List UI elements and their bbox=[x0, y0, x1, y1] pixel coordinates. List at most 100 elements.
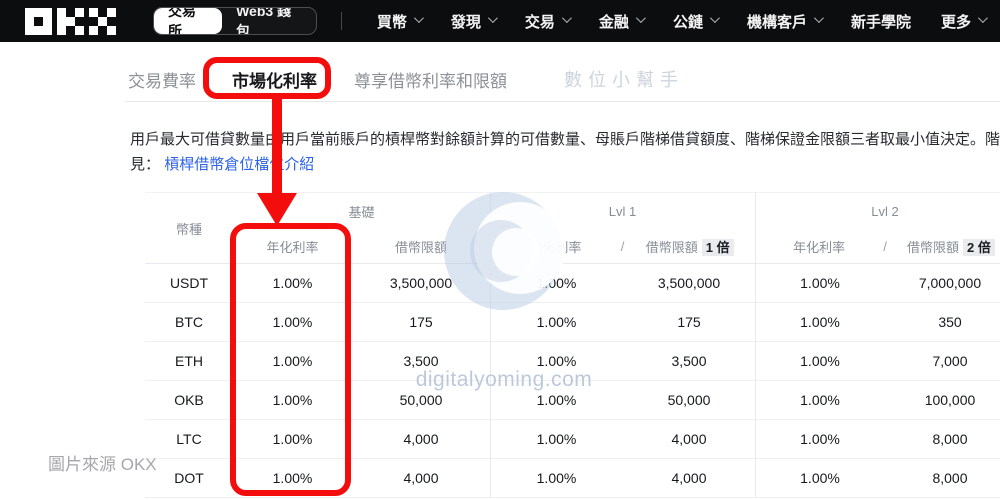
cell-base-limit: 3,500,000 bbox=[352, 264, 490, 303]
nav-item-more[interactable]: 更多 bbox=[926, 11, 1000, 32]
nav-item-label: 新手學院 bbox=[850, 13, 911, 31]
cell-lvl2-limit: 8,000 bbox=[885, 420, 1000, 459]
description-line2: 見： 槓桿借幣倉位檔位介紹 bbox=[130, 152, 1000, 177]
nav-item-buy-crypto[interactable]: 買幣 bbox=[362, 11, 436, 32]
chevron-down-icon bbox=[977, 13, 988, 24]
nav-item-label: 金融 bbox=[598, 13, 629, 31]
cell-lvl1-limit: 4,000 bbox=[623, 420, 755, 459]
cell-base-rate: 1.00% bbox=[233, 303, 352, 342]
cell-coin: OKB bbox=[145, 381, 233, 420]
cell-lvl1-rate: 1.00% bbox=[490, 420, 623, 459]
chevron-down-icon bbox=[813, 13, 824, 24]
cell-lvl2-limit: 350 bbox=[885, 303, 1000, 342]
group-header-lvl2: Lvl 2 bbox=[871, 203, 899, 219]
cell-lvl2-rate: 1.00% bbox=[755, 459, 885, 498]
subheader-base-rate: 年化利率 bbox=[266, 239, 319, 255]
okx-logo-letter-k bbox=[57, 7, 84, 35]
nav-item-label: 發現 bbox=[450, 13, 481, 31]
cell-lvl1-limit: 4,000 bbox=[623, 459, 755, 498]
cell-lvl2-rate: 1.00% bbox=[755, 381, 885, 420]
cell-base-rate: 1.00% bbox=[233, 342, 352, 381]
cell-base-rate: 1.00% bbox=[233, 459, 352, 498]
cell-base-limit: 4,000 bbox=[352, 420, 490, 459]
cell-lvl1-rate: 1.00% bbox=[490, 342, 623, 381]
borrow-rates-table: 幣種 基礎 Lvl 1 Lvl 2 年化利率 借幣限額 年化利率 / 借幣限額 1… bbox=[145, 192, 1000, 500]
cell-base-limit: 3,500 bbox=[352, 342, 490, 381]
exchange-wallet-toggle: 交易所 Web3 錢包 bbox=[153, 7, 317, 35]
nav-item-discover[interactable]: 發現 bbox=[436, 11, 510, 32]
subheader-lvl1-limit: 借幣限額 1 倍 bbox=[624, 237, 755, 256]
subheader-base-limit: 借幣限額 bbox=[394, 239, 447, 255]
cell-lvl2-limit: 7,000,000 bbox=[885, 264, 1000, 303]
cell-lvl2-rate: 1.00% bbox=[755, 420, 885, 459]
fee-tabs: 交易費率 市場化利率 尊享借幣利率和限額 數位小幫手 bbox=[128, 58, 684, 100]
multiplier-badge: 1 倍 bbox=[701, 238, 734, 256]
nav-item-label: 買幣 bbox=[376, 13, 407, 31]
cell-base-limit: 175 bbox=[352, 303, 490, 342]
nav-item-institutional[interactable]: 機構客戶 bbox=[732, 11, 836, 32]
table-group-divider bbox=[755, 192, 756, 497]
description-line1: 用戶最大可借貸數量由用戶當前賬戶的槓桿幣對餘額計算的可借數量、母賬戶階梯借貸額度… bbox=[130, 131, 1000, 148]
tab-market-rates[interactable]: 市場化利率 bbox=[232, 71, 317, 91]
chevron-down-icon bbox=[561, 13, 572, 24]
okx-logo-letter-x bbox=[89, 7, 116, 35]
cell-lvl1-limit: 3,500 bbox=[623, 342, 755, 381]
tab-trading-fees[interactable]: 交易費率 bbox=[128, 71, 196, 91]
description-paragraph: 用戶最大可借貸數量由用戶當前賬戶的槓桿幣對餘額計算的可借數量、母賬戶階梯借貸額度… bbox=[130, 127, 1000, 177]
table-body: USDT 1.00% 3,500,000 1.00% 3,500,000 1.0… bbox=[145, 264, 1000, 498]
cell-coin: ETH bbox=[145, 342, 233, 381]
cell-base-rate: 1.00% bbox=[233, 264, 352, 303]
nav-item-label: 交易 bbox=[524, 13, 555, 31]
chevron-down-icon bbox=[635, 13, 646, 24]
cell-base-limit: 4,000 bbox=[352, 459, 490, 498]
nav-item-chains[interactable]: 公鏈 bbox=[658, 11, 732, 32]
cell-lvl1-rate: 1.00% bbox=[490, 459, 623, 498]
position-tier-intro-link[interactable]: 槓桿借幣倉位檔位介紹 bbox=[164, 156, 315, 173]
okx-logo[interactable] bbox=[25, 7, 116, 35]
chevron-down-icon bbox=[709, 13, 720, 24]
nav-item-label: 機構客戶 bbox=[746, 13, 807, 31]
cell-lvl2-rate: 1.00% bbox=[755, 342, 885, 381]
cell-coin: LTC bbox=[145, 420, 233, 459]
cell-lvl1-limit: 175 bbox=[623, 303, 755, 342]
slash-separator: / bbox=[883, 238, 887, 254]
group-header-lvl1: Lvl 1 bbox=[608, 203, 637, 219]
cell-lvl1-limit: 3,500,000 bbox=[623, 264, 755, 303]
cell-lvl1-limit: 50,000 bbox=[623, 381, 755, 420]
cell-base-limit: 50,000 bbox=[352, 381, 490, 420]
tabs-underline bbox=[125, 101, 1000, 102]
cell-lvl2-rate: 1.00% bbox=[755, 264, 885, 303]
cell-coin: USDT bbox=[145, 264, 233, 303]
col-header-coin: 幣種 bbox=[175, 221, 202, 237]
group-header-base: 基礎 bbox=[348, 204, 375, 220]
tab-vip-borrow-rates[interactable]: 尊享借幣利率和限額 bbox=[354, 71, 507, 91]
nav-item-academy[interactable]: 新手學院 bbox=[836, 11, 926, 32]
description-line2-prefix: 見： bbox=[130, 156, 161, 173]
toggle-exchange[interactable]: 交易所 bbox=[154, 8, 223, 34]
cell-lvl1-rate: 1.00% bbox=[490, 381, 623, 420]
cell-coin: BTC bbox=[145, 303, 233, 342]
slash-separator: / bbox=[620, 238, 625, 254]
nav-item-trade[interactable]: 交易 bbox=[510, 11, 584, 32]
chevron-down-icon bbox=[487, 13, 498, 24]
toggle-web3-wallet[interactable]: Web3 錢包 bbox=[236, 7, 292, 35]
nav-item-label: 公鏈 bbox=[672, 13, 703, 31]
nav-divider bbox=[340, 12, 342, 30]
table-group-divider bbox=[490, 192, 491, 497]
nav-item-finance[interactable]: 金融 bbox=[584, 11, 658, 32]
subheader-lvl1-rate: 年化利率 bbox=[529, 239, 582, 255]
okx-logo-letter-o bbox=[25, 7, 52, 35]
cell-base-rate: 1.00% bbox=[233, 381, 352, 420]
table-header: 幣種 基礎 Lvl 1 Lvl 2 年化利率 借幣限額 年化利率 / 借幣限額 1… bbox=[145, 192, 1000, 264]
tab-digital-helper[interactable]: 數位小幫手 bbox=[564, 70, 684, 90]
cell-lvl2-rate: 1.00% bbox=[755, 303, 885, 342]
top-navbar: 交易所 Web3 錢包 買幣 發現 交易 金融 公鏈 bbox=[0, 0, 1000, 42]
cell-lvl1-rate: 1.00% bbox=[490, 264, 623, 303]
nav-menu: 買幣 發現 交易 金融 公鏈 機構客戶 bbox=[362, 11, 1000, 32]
cell-lvl2-limit: 8,000 bbox=[885, 459, 1000, 498]
subheader-lvl2-rate: 年化利率 bbox=[793, 239, 846, 255]
nav-item-label: 更多 bbox=[940, 13, 971, 31]
cell-lvl2-limit: 100,000 bbox=[885, 381, 1000, 420]
cell-lvl1-rate: 1.00% bbox=[490, 303, 623, 342]
